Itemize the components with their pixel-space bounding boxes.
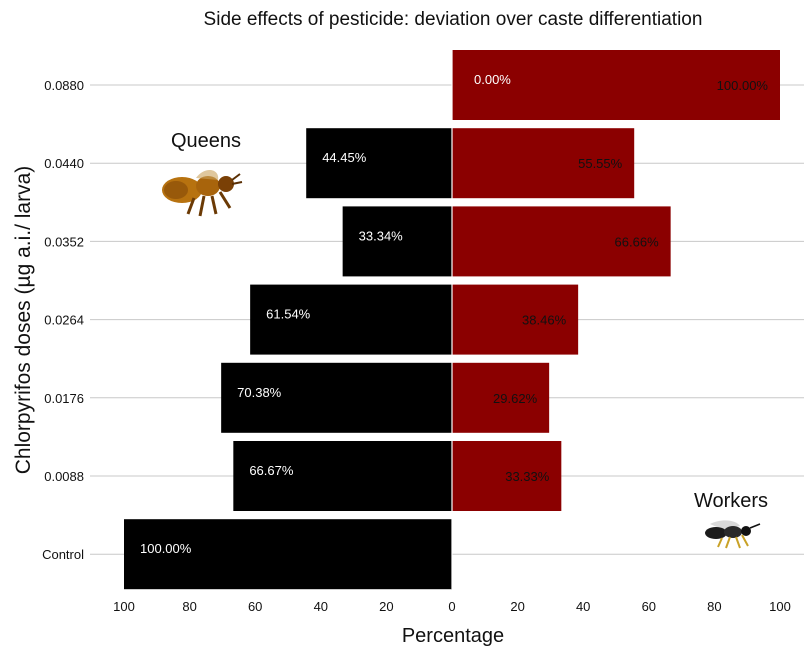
y-tick-label: 0.0176 xyxy=(44,391,84,406)
x-tick-labels: 100 80 60 40 20 0 20 40 60 80 100 xyxy=(113,599,791,614)
queens-bar xyxy=(124,519,452,590)
queens-bar-label: 70.38% xyxy=(237,385,282,400)
chart-title: Side effects of pesticide: deviation ove… xyxy=(204,9,703,30)
queens-bar xyxy=(250,284,452,355)
workers-bar xyxy=(452,50,780,120)
y-tick-label: 0.0440 xyxy=(44,156,84,171)
x-tick-label: 20 xyxy=(379,599,393,614)
x-tick-label: 80 xyxy=(707,599,721,614)
worker-bee-icon xyxy=(705,520,761,549)
x-tick-label: 40 xyxy=(314,599,328,614)
x-tick-label: 60 xyxy=(248,599,262,614)
x-tick-label: 0 xyxy=(448,599,455,614)
workers-bar-label: 100.00% xyxy=(717,78,769,93)
workers-bar-label: 66.66% xyxy=(615,234,660,249)
workers-bar xyxy=(452,128,635,199)
x-tick-label: 100 xyxy=(113,599,135,614)
bars xyxy=(124,50,780,590)
x-tick-label: 40 xyxy=(576,599,590,614)
x-tick-label: 60 xyxy=(642,599,656,614)
queens-bar-label: 61.54% xyxy=(266,307,311,322)
workers-bar-label: 29.62% xyxy=(493,391,538,406)
queens-bar-label: 44.45% xyxy=(322,150,367,165)
workers-bar-label: 55.55% xyxy=(578,156,623,171)
y-tick-label: 0.0264 xyxy=(44,313,84,328)
bar-labels: 0.00% 100.00% 44.45% 55.55% 33.34% 66.66% 61.5… xyxy=(140,72,768,556)
queens-bar-label: 33.34% xyxy=(359,228,404,243)
queens-bar xyxy=(342,206,452,277)
workers-bar xyxy=(452,441,562,511)
queens-bar xyxy=(233,441,452,511)
workers-bar xyxy=(452,206,671,277)
x-tick-label: 20 xyxy=(510,599,524,614)
queens-bar-label: 0.00% xyxy=(474,72,511,87)
y-tick-label: 0.0088 xyxy=(44,469,84,484)
y-tick-label: 0.0880 xyxy=(44,78,84,93)
queens-bar xyxy=(221,362,452,433)
workers-annotation: Workers xyxy=(694,490,768,512)
x-tick-label: 100 xyxy=(769,599,791,614)
queens-bar xyxy=(306,128,452,199)
queens-bar-label: 100.00% xyxy=(140,541,192,556)
y-axis-label: Chlorpyrifos doses (µg a.i./ larva) xyxy=(12,166,35,475)
workers-bar xyxy=(452,362,550,433)
y-tick-label: Control xyxy=(42,547,84,562)
queens-annotation: Queens xyxy=(171,130,241,152)
workers-bar xyxy=(452,284,579,355)
x-axis-label: Percentage xyxy=(402,625,504,647)
queen-bee-icon xyxy=(162,169,243,217)
workers-bar-label: 33.33% xyxy=(505,469,550,484)
y-tick-labels: 0.0880 0.0440 0.0352 0.0264 0.0176 0.0088 Cont… xyxy=(42,78,84,562)
x-tick-label: 80 xyxy=(182,599,196,614)
queens-bar-label: 66.67% xyxy=(249,463,294,478)
workers-bar-label: 38.46% xyxy=(522,313,567,328)
y-tick-label: 0.0352 xyxy=(44,234,84,249)
